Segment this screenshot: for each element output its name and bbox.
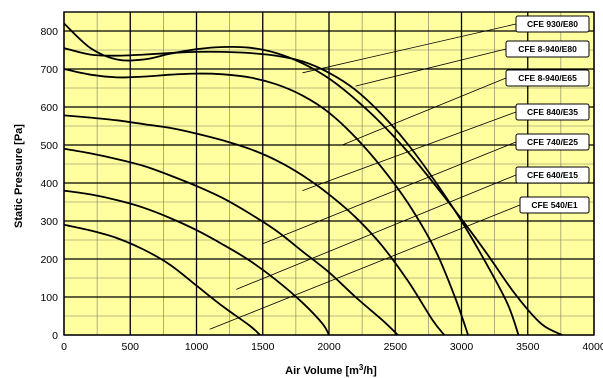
series-curves: [63, 22, 563, 336]
label-leader-lines: [209, 23, 521, 330]
x-axis-title: Air Volume [m3/h]: [285, 363, 377, 377]
y-tick-label: 600: [40, 102, 58, 114]
series-leader-line: [302, 23, 517, 74]
x-tick-label: 4000: [582, 341, 603, 353]
x-axis-ticks: 0 500 1000 1500 2000 2500 3000 3500 4000: [61, 341, 603, 353]
x-tick-label: 1500: [251, 341, 275, 353]
series-label: CFE 8-940/E65: [518, 73, 577, 83]
series-leader-line: [262, 141, 517, 245]
x-tick-label: 500: [121, 341, 139, 353]
series-label: CFE 640/E15: [527, 170, 578, 180]
series-label-box: [515, 103, 590, 121]
y-axis-ticks: 0 100 200 300 400 500 600 700 800: [40, 26, 58, 342]
x-tick-label: 3000: [450, 341, 474, 353]
series-label-box: [505, 40, 590, 58]
x-tick-label: 3500: [516, 341, 540, 353]
series-curve: [63, 47, 520, 336]
series-leader-line: [209, 204, 521, 330]
series-curve: [63, 147, 399, 336]
series-leader-line: [302, 111, 517, 191]
y-tick-label: 400: [40, 178, 58, 190]
series-label-box: [515, 15, 590, 33]
series-label: CFE 540/E1: [531, 200, 578, 210]
y-axis-title: Static Pressure [Pa]: [13, 124, 25, 228]
series-label-box: [519, 196, 590, 214]
series-label-box: [515, 166, 590, 184]
y-tick-label: 0: [52, 330, 58, 342]
y-tick-label: 800: [40, 26, 58, 38]
series-label-box: [515, 133, 590, 151]
x-tick-label: 2000: [317, 341, 341, 353]
series-curve: [63, 68, 469, 336]
series-curve: [63, 114, 446, 336]
series-curve: [63, 189, 330, 336]
series-leader-line: [355, 48, 507, 87]
y-tick-label: 200: [40, 254, 58, 266]
series-curve: [63, 223, 261, 336]
series-leader-line: [236, 174, 517, 290]
series-leader-line: [342, 77, 507, 146]
series-label: CFE 840/E35: [527, 107, 578, 117]
x-tick-label: 0: [61, 341, 67, 353]
y-tick-label: 700: [40, 64, 58, 76]
series-labels: CFE 930/E80 CFE 8-940/E80 CFE 8-940/E65 CFE…: [505, 15, 590, 214]
y-tick-label: 500: [40, 140, 58, 152]
series-label: CFE 930/E80: [527, 19, 578, 29]
y-tick-label: 100: [40, 292, 58, 304]
x-axis-title-tail: /h]: [363, 365, 377, 377]
y-tick-label: 300: [40, 216, 58, 228]
series-label: CFE 740/E25: [527, 137, 578, 147]
x-axis-title-sup: 3: [359, 363, 364, 372]
x-tick-label: 1000: [185, 341, 209, 353]
series-label: CFE 8-940/E80: [518, 44, 577, 54]
series-curve: [63, 22, 563, 336]
x-tick-label: 2500: [384, 341, 408, 353]
series-label-box: [505, 69, 590, 87]
x-axis-title-main: Air Volume [m: [285, 365, 359, 377]
